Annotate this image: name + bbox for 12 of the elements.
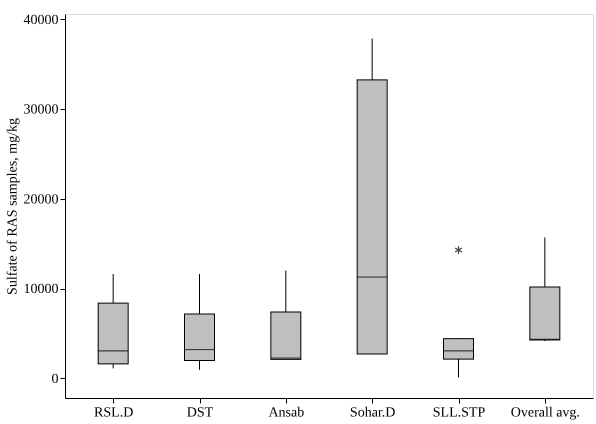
y-axis-title: Sulfate of RAS samples, mg/kg xyxy=(6,118,20,295)
y-tick-label: 10000 xyxy=(24,282,58,298)
x-tick-label: Ansab xyxy=(268,406,304,420)
y-tick-label: 40000 xyxy=(24,12,58,28)
y-tick-label: 0 xyxy=(52,372,58,387)
x-tick-label: DST xyxy=(186,406,214,420)
y-tick-label: 20000 xyxy=(24,192,58,208)
x-tick-label: Overall avg. xyxy=(510,406,580,420)
y-tick-label: 30000 xyxy=(24,102,58,118)
x-tick-label: Sohar.D xyxy=(350,406,396,420)
x-tick-label: RSL.D xyxy=(94,406,134,420)
x-tick-label: SLL.STP xyxy=(432,406,486,420)
